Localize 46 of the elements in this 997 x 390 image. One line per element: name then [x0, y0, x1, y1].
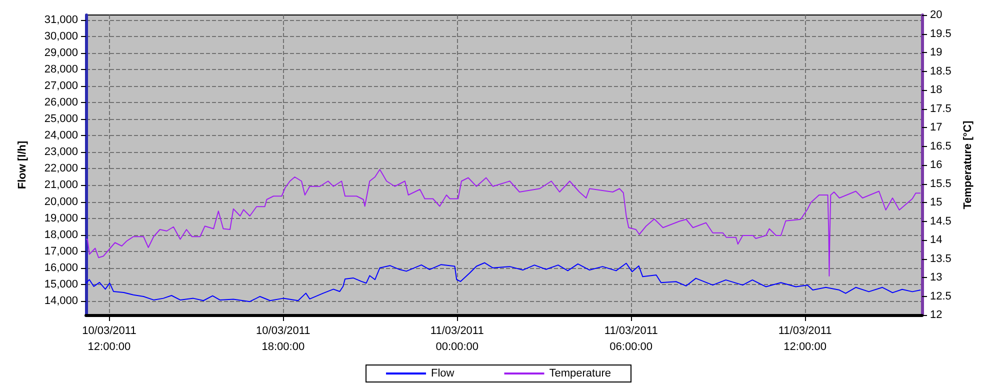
- y-tick-label: 25,000: [44, 113, 78, 126]
- x-tick-label: 10/03/2011 18:00:00: [256, 325, 310, 353]
- y-tick-label: 31,000: [44, 14, 78, 26]
- y2-tick-label: 18.5: [930, 65, 952, 78]
- line-series: [86, 169, 922, 276]
- y2-tick-label: 20: [930, 9, 942, 21]
- y2-tick-label: 16: [930, 159, 942, 171]
- y2-tick-label: 14: [930, 234, 942, 246]
- y2-tick-label: 17: [930, 122, 942, 134]
- y2-tick-label: 19: [930, 46, 942, 58]
- x-tick-label: 11/03/2011 06:00:00: [604, 325, 658, 353]
- y2-tick-label: 17.5: [930, 102, 952, 115]
- y2-tick-label: 16.5: [930, 140, 952, 152]
- x-tick-label: 11/03/2011 00:00:00: [430, 325, 484, 353]
- legend-label: Flow: [431, 368, 454, 380]
- y-tick-label: 21,000: [44, 179, 78, 192]
- y-tick-label: 15,000: [44, 278, 78, 290]
- y-tick-label: 28,000: [44, 64, 78, 76]
- y2-tick-label: 14.5: [930, 215, 952, 228]
- y2-axis-title: Temperature [°C]: [962, 120, 974, 210]
- y2-tick-label: 12: [930, 309, 942, 321]
- y-tick-label: 24,000: [44, 130, 78, 142]
- y-tick-label: 26,000: [44, 96, 78, 109]
- y-tick-label: 18,000: [44, 228, 78, 241]
- line-series: [86, 262, 922, 302]
- y2-tick-label: 13: [930, 272, 942, 284]
- y-tick-label: 17,000: [44, 245, 78, 258]
- y2-tick-label: 19.5: [930, 28, 952, 40]
- legend-label: Temperature: [549, 368, 611, 380]
- y-tick-label: 22,000: [44, 162, 78, 175]
- y-tick-label: 29,000: [44, 47, 78, 60]
- y-tick-label: 20,000: [44, 196, 78, 208]
- x-tick-label: 10/03/2011 12:00:00: [82, 325, 136, 353]
- y-tick-label: 16,000: [44, 262, 78, 274]
- y-axis-title: Flow [l/h]: [16, 140, 28, 190]
- y-tick-label: 23,000: [44, 146, 78, 158]
- y2-tick-label: 15.5: [930, 178, 952, 190]
- y-tick-label: 19,000: [44, 212, 78, 224]
- y2-tick-label: 12.5: [930, 290, 952, 302]
- y2-tick-label: 13.5: [930, 252, 952, 265]
- y2-tick-label: 18: [930, 84, 942, 96]
- y-tick-label: 30,000: [44, 30, 78, 42]
- y-tick-label: 14,000: [44, 294, 78, 307]
- y-tick-label: 27,000: [44, 80, 78, 92]
- y2-tick-label: 15: [930, 196, 942, 208]
- x-tick-label: 11/03/2011 12:00:00: [778, 325, 832, 353]
